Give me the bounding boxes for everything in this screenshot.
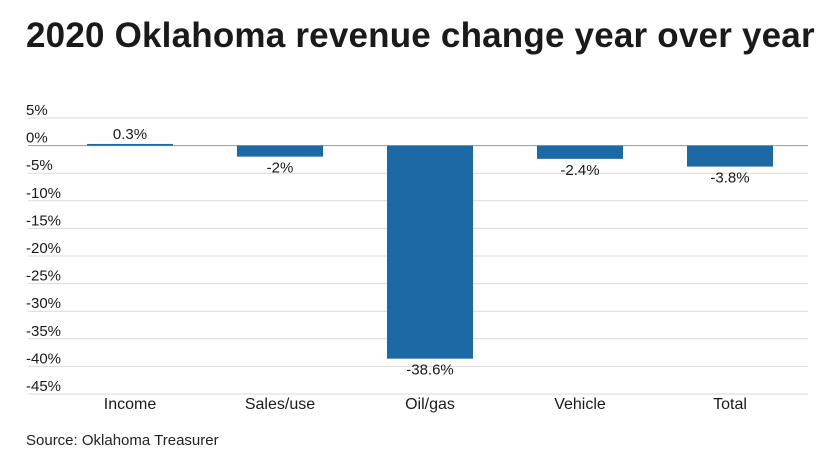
- data-label: -2.4%: [560, 162, 599, 179]
- bar: [237, 145, 323, 157]
- data-label: -3.8%: [710, 170, 749, 187]
- y-tick-label: -35%: [26, 323, 61, 340]
- y-tick-label: -45%: [26, 378, 61, 395]
- x-category-label: Income: [104, 396, 157, 413]
- source-note: Source: Oklahoma Treasurer: [26, 432, 219, 449]
- y-tick-label: 5%: [26, 102, 48, 119]
- y-tick-label: -5%: [26, 157, 53, 174]
- y-tick-label: -15%: [26, 212, 61, 229]
- bar: [537, 145, 623, 159]
- y-tick-label: -20%: [26, 240, 61, 257]
- bar: [87, 143, 173, 146]
- x-category-label: Total: [713, 396, 747, 413]
- y-tick-label: -30%: [26, 295, 61, 312]
- data-labels: 0.3% -2% -38.6% -2.4% -3.8%: [113, 126, 750, 379]
- data-label: 0.3%: [113, 126, 147, 143]
- bar: [687, 145, 773, 167]
- data-label: -2%: [267, 160, 294, 177]
- bar: [387, 145, 473, 359]
- chart-title: 2020 Oklahoma revenue change year over y…: [26, 16, 815, 55]
- y-tick-label: -10%: [26, 185, 61, 202]
- y-tick-label: -40%: [26, 350, 61, 367]
- y-axis-ticks: 5% 0% -5% -10% -15% -20% -25% -30% -35% -40% -45%: [26, 102, 61, 395]
- bars: [87, 143, 773, 359]
- x-axis-categories: Income Sales/use Oil/gas Vehicle Total: [104, 396, 747, 413]
- x-category-label: Oil/gas: [405, 396, 455, 413]
- y-tick-label: 0%: [26, 130, 48, 147]
- x-category-label: Vehicle: [554, 396, 606, 413]
- x-category-label: Sales/use: [245, 396, 315, 413]
- data-label: -38.6%: [406, 362, 454, 379]
- y-tick-label: -25%: [26, 268, 61, 285]
